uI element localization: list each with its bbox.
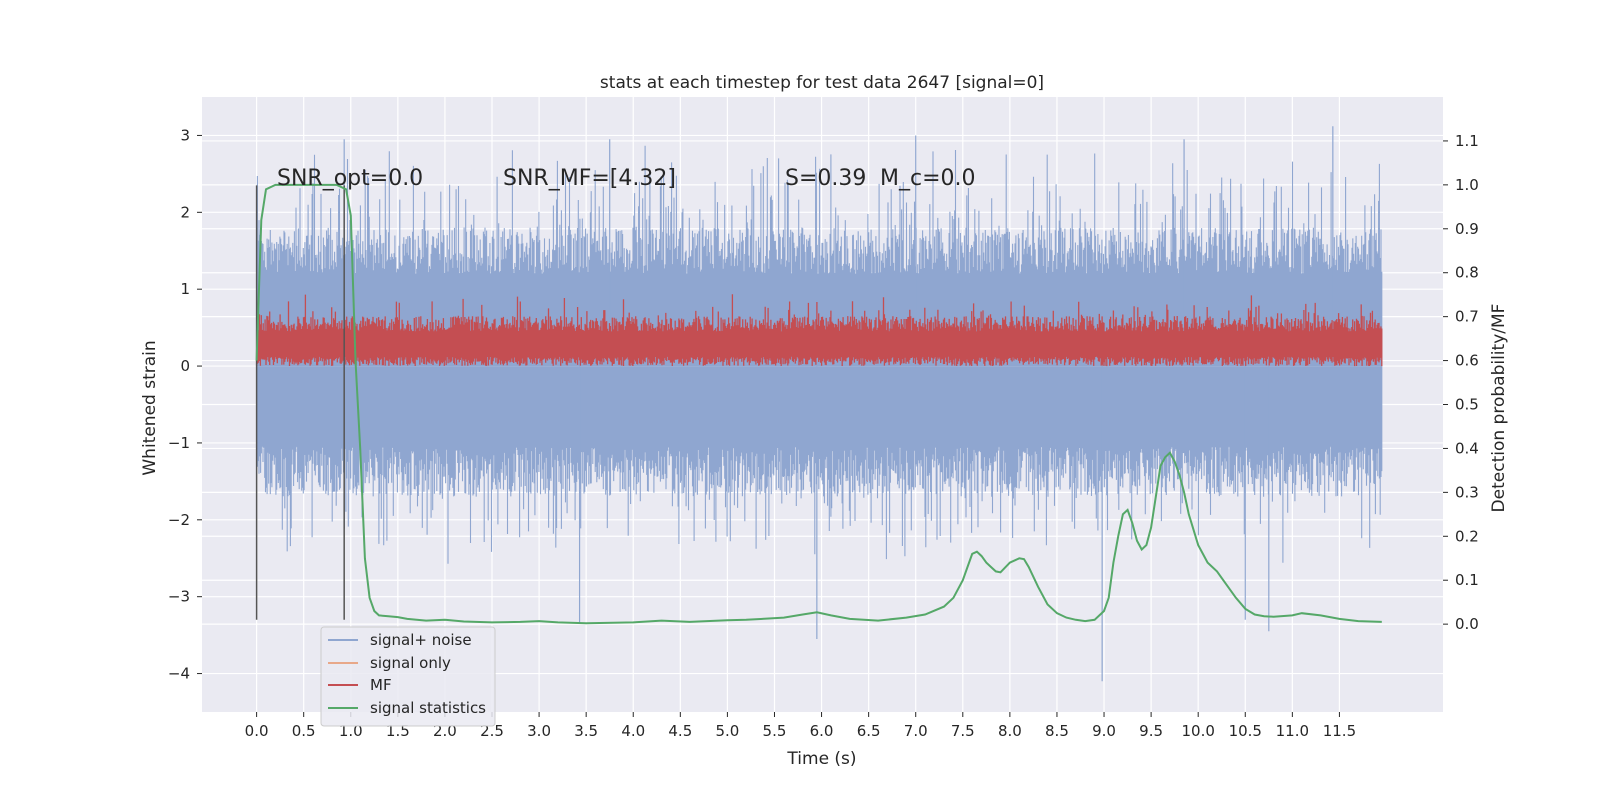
series-signal-statistics <box>255 183 1382 625</box>
legend-label-signal-plus-noise: signal+ noise <box>370 631 472 649</box>
x-tick-label: 9.0 <box>1092 722 1116 740</box>
y-right-tick-label: 0.9 <box>1455 220 1479 238</box>
x-tick-label: 10.5 <box>1229 722 1262 740</box>
y-left-tick-label: 2 <box>180 203 190 221</box>
x-tick-label: 6.5 <box>857 722 881 740</box>
x-tick-label: 7.5 <box>951 722 975 740</box>
x-tick-label: 6.0 <box>810 722 834 740</box>
x-tick-label: 11.5 <box>1323 722 1356 740</box>
x-tick-label: 5.5 <box>763 722 787 740</box>
annotation-mc: M_c=0.0 <box>880 166 976 191</box>
legend-label-mf: MF <box>370 676 392 694</box>
y-right-tick-label: 0.4 <box>1455 439 1479 457</box>
y-right-tick-label: 0.7 <box>1455 308 1479 326</box>
legend-label-signal-statistics: signal statistics <box>370 699 486 717</box>
x-tick-label: 3.0 <box>527 722 551 740</box>
y-right-tick-label: 0.8 <box>1455 264 1479 282</box>
y-left-tick-label: −3 <box>168 588 190 606</box>
legend: signal+ noise signal only MF signal stat… <box>320 626 496 727</box>
x-axis-label: Time (s) <box>786 749 856 769</box>
y-axis-right-ticks: 0.0 0.1 0.2 0.3 0.4 0.5 0.6 0.7 0.8 0.9 1.0 1.1 <box>1443 132 1479 633</box>
annotation-s-stat: S=0.39 <box>785 166 866 191</box>
y-right-tick-label: 1.1 <box>1455 132 1479 150</box>
annotation-snr-opt: SNR_opt=0.0 <box>277 166 423 191</box>
y-axis-right-label: Detection probability/MF <box>1489 304 1509 513</box>
y-left-tick-label: 0 <box>180 357 190 375</box>
x-tick-label: 0.0 <box>245 722 269 740</box>
y-right-tick-label: 0.3 <box>1455 483 1479 501</box>
y-left-tick-label: −4 <box>168 665 190 683</box>
vertical-markers <box>255 185 345 620</box>
y-axis-left-label: Whitened strain <box>140 340 160 475</box>
y-left-tick-label: 1 <box>180 280 190 298</box>
x-tick-label: 11.0 <box>1276 722 1309 740</box>
x-tick-label: 8.5 <box>1045 722 1069 740</box>
y-left-tick-label: 3 <box>180 126 190 144</box>
x-tick-label: 0.5 <box>292 722 316 740</box>
x-tick-label: 4.5 <box>668 722 692 740</box>
annotation-snr-mf: SNR_MF=[4.32] <box>503 166 676 191</box>
y-axis-left-ticks: 3 2 1 0 −1 −2 −3 −4 <box>168 126 202 683</box>
y-right-tick-label: 0.6 <box>1455 352 1479 370</box>
y-right-tick-label: 0.5 <box>1455 396 1479 414</box>
y-left-tick-label: −1 <box>168 434 190 452</box>
x-tick-label: 7.0 <box>904 722 928 740</box>
y-right-tick-label: 0.0 <box>1455 615 1479 633</box>
x-tick-label: 8.0 <box>998 722 1022 740</box>
x-tick-label: 9.5 <box>1139 722 1163 740</box>
x-tick-label: 10.0 <box>1181 722 1214 740</box>
x-tick-label: 3.5 <box>574 722 598 740</box>
legend-box <box>320 626 496 727</box>
y-right-tick-label: 0.1 <box>1455 571 1479 589</box>
y-right-tick-label: 1.0 <box>1455 176 1479 194</box>
legend-label-signal-only: signal only <box>370 654 451 672</box>
y-right-tick-label: 0.2 <box>1455 527 1479 545</box>
x-tick-label: 4.0 <box>621 722 645 740</box>
x-tick-label: 5.0 <box>715 722 739 740</box>
y-left-tick-label: −2 <box>168 511 190 529</box>
chart-title: stats at each timestep for test data 264… <box>600 73 1044 93</box>
